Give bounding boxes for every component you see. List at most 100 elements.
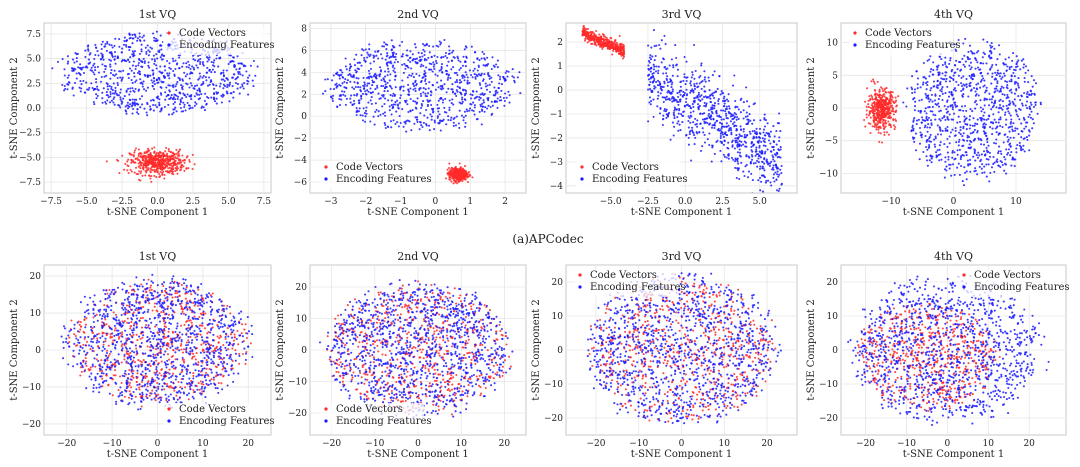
scatter-point <box>605 41 608 44</box>
scatter-point <box>763 169 766 172</box>
scatter-point <box>487 104 490 107</box>
scatter-point <box>152 77 156 80</box>
scatter-point <box>94 43 97 46</box>
scatter-point <box>954 89 957 92</box>
scatter-point <box>995 74 998 77</box>
scatter-point <box>926 59 929 62</box>
scatter-point <box>369 120 372 123</box>
scatter-point <box>671 100 674 103</box>
scatter-point <box>56 60 60 63</box>
scatter-point <box>1028 107 1031 110</box>
scatter-point <box>127 58 130 62</box>
scatter-point <box>347 73 350 77</box>
scatter-point <box>73 67 76 70</box>
scatter-point <box>670 97 673 100</box>
scatter-point <box>998 53 1001 56</box>
scatter-point <box>982 62 985 65</box>
scatter-point <box>735 129 738 132</box>
scatter-point <box>928 143 931 147</box>
scatter-point <box>111 89 114 92</box>
x-tick-label: 5.0 <box>221 197 236 207</box>
scatter-point <box>353 58 356 61</box>
scatter-point <box>701 145 704 148</box>
scatter-point <box>172 111 175 114</box>
scatter-point <box>761 151 764 154</box>
scatter-point <box>383 102 386 106</box>
scatter-point <box>379 97 382 100</box>
scatter-point <box>140 43 143 46</box>
scatter-point <box>227 62 230 66</box>
scatter-point <box>460 178 463 181</box>
scatter-point <box>983 79 986 82</box>
scatter-point <box>412 57 415 60</box>
scatter-point <box>704 121 708 124</box>
scatter-point <box>356 61 359 64</box>
scatter-point <box>162 170 165 173</box>
scatter-point <box>404 101 407 104</box>
scatter-point <box>595 40 598 43</box>
scatter-point <box>121 47 124 50</box>
scatter-point <box>450 59 454 63</box>
scatter-point <box>437 86 440 89</box>
scatter-point <box>734 99 737 103</box>
scatter-point <box>474 51 477 54</box>
scatter-point <box>116 55 119 58</box>
scatter-point <box>369 99 372 102</box>
scatter-point <box>127 87 130 90</box>
scatter-point <box>947 158 950 161</box>
scatter-point <box>148 66 151 69</box>
scatter-point <box>493 65 496 68</box>
scatter-point <box>990 41 993 45</box>
scatter-point <box>134 87 137 91</box>
scatter-point <box>936 84 939 87</box>
scatter-point <box>472 61 475 64</box>
scatter-point <box>931 73 934 76</box>
scatter-point <box>149 105 152 108</box>
scatter-point <box>919 131 922 134</box>
scatter-point <box>172 163 175 166</box>
scatter-point <box>436 115 439 118</box>
scatter-point <box>385 62 388 65</box>
scatter-point <box>727 129 730 132</box>
scatter-point <box>933 143 936 146</box>
scatter-point <box>407 59 410 62</box>
scatter-point <box>364 90 367 93</box>
scatter-point <box>649 77 652 80</box>
scatter-point <box>729 115 732 118</box>
scatter-point <box>445 70 448 73</box>
scatter-point <box>145 160 148 163</box>
scatter-point <box>222 75 225 78</box>
scatter-point <box>119 96 122 99</box>
scatter-point <box>758 146 761 149</box>
scatter-point <box>957 162 960 165</box>
scatter-point <box>468 81 471 84</box>
scatter-point <box>144 74 147 77</box>
scatter-point <box>974 137 977 140</box>
scatter-point <box>682 79 685 82</box>
scatter-point <box>191 72 194 75</box>
scatter-point <box>248 74 251 77</box>
scatter-point <box>170 168 173 171</box>
scatter-point <box>391 107 394 110</box>
scatter-point <box>125 39 128 42</box>
scatter-point <box>763 117 766 120</box>
scatter-point <box>163 105 166 108</box>
scatter-point <box>766 148 769 151</box>
scatter-point <box>168 155 172 158</box>
scatter-point <box>698 131 701 134</box>
scatter-point <box>362 84 365 87</box>
scatter-point <box>154 104 157 107</box>
scatter-point <box>180 163 183 167</box>
scatter-point <box>137 153 140 156</box>
scatter-point <box>612 49 615 52</box>
scatter-point <box>186 93 189 96</box>
scatter-point <box>608 47 611 50</box>
scatter-point <box>1025 92 1028 95</box>
x-tick-label: −2.5 <box>637 197 659 207</box>
scatter-point <box>91 86 94 90</box>
scatter-point <box>948 135 951 138</box>
scatter-point <box>420 52 423 55</box>
scatter-point <box>936 68 939 71</box>
scatter-point <box>84 55 87 58</box>
